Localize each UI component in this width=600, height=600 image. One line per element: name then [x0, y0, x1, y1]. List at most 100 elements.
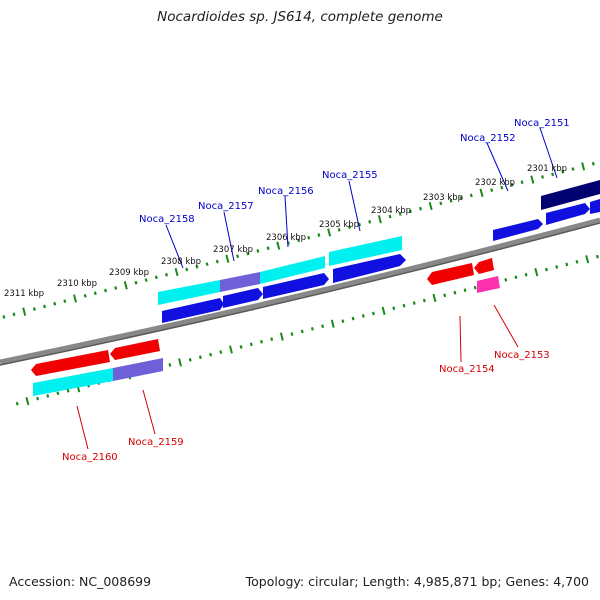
minor-tick	[249, 342, 253, 347]
major-tick	[276, 241, 281, 250]
minor-tick	[412, 301, 416, 305]
minor-tick	[541, 175, 544, 179]
gene-arrow-noca-2156[interactable]	[263, 273, 329, 299]
minor-tick	[561, 169, 565, 174]
minor-tick	[555, 265, 559, 269]
feature-bar[interactable]	[158, 280, 220, 305]
feature-bar[interactable]	[260, 256, 325, 284]
minor-tick	[195, 264, 199, 269]
minor-tick	[449, 198, 453, 203]
gene-arrow-partial[interactable]	[590, 199, 600, 214]
minor-tick	[368, 220, 372, 224]
minor-tick	[66, 388, 70, 393]
gene-label-noca-2155[interactable]: Noca_2155	[322, 170, 378, 181]
kbp-label: 2304 kbp	[371, 206, 411, 216]
minor-tick	[188, 358, 192, 362]
reverse-gene-track	[31, 258, 494, 376]
minor-tick	[545, 267, 548, 272]
minor-tick	[246, 251, 250, 256]
minor-tick	[46, 394, 50, 398]
minor-tick	[297, 238, 301, 243]
callout-noca-2158	[165, 224, 184, 269]
major-tick	[432, 293, 437, 303]
minor-tick	[514, 275, 518, 280]
gene-arrow-noca-2151[interactable]	[546, 203, 590, 225]
minor-tick	[209, 352, 213, 357]
minor-tick	[236, 254, 240, 259]
kbp-labels: 2301 kbp 2302 kbp 2303 kbp 2304 kbp 2305…	[4, 164, 567, 299]
callout-noca-2156	[284, 195, 289, 248]
minor-tick	[215, 259, 219, 264]
gene-label-noca-2156[interactable]: Noca_2156	[258, 186, 314, 197]
gene-arrow-noca-2158[interactable]	[162, 298, 224, 323]
accession-text: Accession: NC_008699	[9, 574, 152, 589]
minor-tick	[571, 167, 575, 171]
gene-arrow-noca-2153[interactable]	[474, 258, 494, 274]
gene-label-noca-2153[interactable]: Noca_2153	[494, 350, 550, 361]
minor-tick	[565, 262, 569, 267]
minor-tick	[185, 267, 189, 272]
minor-tick	[2, 315, 6, 319]
feature-bar[interactable]	[220, 272, 260, 292]
gene-label-noca-2152[interactable]: Noca_2152	[460, 133, 516, 144]
minor-tick	[361, 314, 365, 318]
minor-tick	[347, 225, 351, 229]
feature-bar[interactable]	[477, 276, 500, 293]
minor-tick	[443, 293, 447, 298]
major-tick	[229, 345, 233, 354]
callout-noca-2160	[76, 405, 89, 450]
minor-tick	[15, 401, 19, 406]
kbp-label: 2302 kbp	[475, 178, 515, 188]
callout-noca-2155	[348, 180, 361, 232]
minor-tick	[490, 188, 494, 192]
minor-tick	[198, 355, 202, 360]
minor-tick	[398, 212, 402, 216]
minor-tick	[520, 180, 524, 185]
callout-noca-2151	[539, 127, 558, 179]
gene-label-noca-2151[interactable]: Noca_2151	[514, 118, 570, 129]
callout-noca-2152	[486, 142, 509, 192]
feature-bar[interactable]	[113, 358, 163, 381]
minor-tick	[473, 285, 477, 290]
feature-bar[interactable]	[33, 368, 113, 396]
major-tick	[279, 332, 284, 341]
gene-label-noca-2154[interactable]: Noca_2154	[439, 364, 495, 375]
kbp-label: 2305 kbp	[319, 220, 359, 230]
kbp-label: 2303 kbp	[423, 193, 463, 203]
minor-tick	[93, 291, 97, 296]
minor-tick	[43, 304, 46, 309]
kbp-label: 2310 kbp	[57, 279, 97, 289]
gene-arrow-noca-2159[interactable]	[110, 339, 160, 360]
gene-arrow-noca-2160[interactable]	[31, 350, 110, 376]
gene-arrow-noca-2157[interactable]	[223, 288, 263, 308]
kbp-label: 2301 kbp	[527, 164, 567, 174]
gene-arrow-noca-2155[interactable]	[333, 254, 406, 283]
kbp-label: 2311 kbp	[4, 289, 44, 299]
minor-tick	[154, 275, 158, 280]
minor-tick	[337, 228, 341, 232]
gene-label-noca-2159[interactable]: Noca_2159	[128, 437, 184, 448]
minor-tick	[300, 329, 304, 334]
genome-backbone-shadow	[0, 222, 600, 366]
gene-label-noca-2160[interactable]: Noca_2160	[62, 452, 118, 463]
minor-tick	[392, 306, 396, 311]
major-tick	[585, 255, 590, 264]
minor-tick	[168, 363, 172, 367]
forward-gene-track	[162, 199, 600, 323]
minor-tick	[165, 272, 168, 277]
feature-bar[interactable]	[541, 180, 600, 210]
minor-tick	[595, 254, 599, 259]
minor-tick	[12, 312, 16, 317]
gene-label-noca-2158[interactable]: Noca_2158	[139, 214, 195, 225]
feature-bar[interactable]	[329, 236, 402, 266]
gene-arrow-noca-2154[interactable]	[427, 263, 474, 285]
major-tick	[327, 228, 332, 237]
minor-tick	[307, 235, 311, 240]
minor-tick	[459, 196, 463, 200]
callout-noca-2154	[459, 315, 462, 363]
minor-tick	[63, 299, 67, 303]
minor-tick	[341, 319, 345, 323]
gene-arrow-noca-2152[interactable]	[493, 219, 543, 241]
minor-tick	[500, 185, 504, 190]
gene-label-noca-2157[interactable]: Noca_2157	[198, 201, 254, 212]
